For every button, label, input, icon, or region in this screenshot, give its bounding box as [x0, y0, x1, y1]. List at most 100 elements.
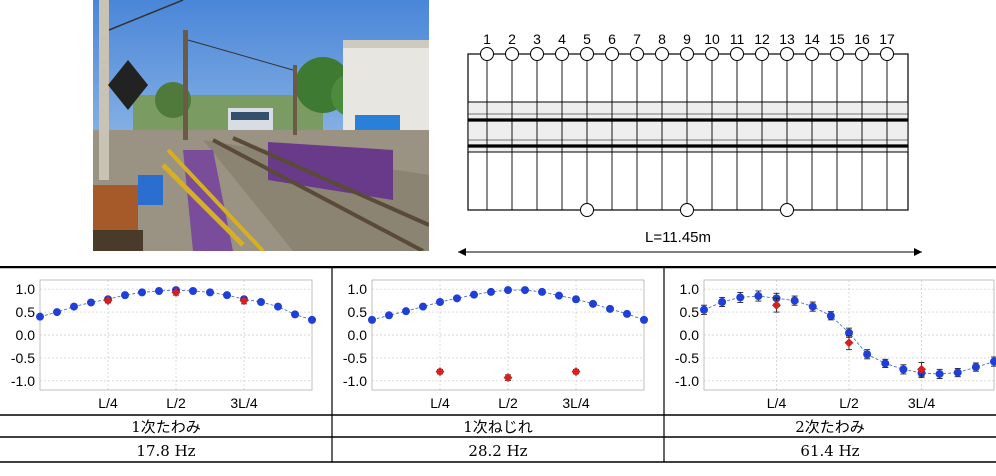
- mode-curve: [39, 289, 313, 321]
- x-tick-label: 3L/4: [230, 395, 257, 411]
- data-point-blue: [538, 287, 546, 296]
- x-tick-label: L/4: [430, 395, 450, 411]
- y-tick-label: -1.0: [11, 373, 35, 389]
- sensor-top-marker: [580, 47, 594, 61]
- sensor-top-label: 15: [829, 31, 845, 47]
- data-point-blue: [990, 357, 996, 366]
- mode-freq-1: 17.8 Hz: [136, 442, 195, 460]
- data-point-blue: [470, 290, 478, 299]
- sensor-top-label: 9: [683, 31, 691, 47]
- sensor-top-marker: [830, 47, 844, 61]
- span-arrow-left: [458, 248, 466, 256]
- data-point-blue: [790, 296, 799, 305]
- mode-freq-3: 61.4 Hz: [800, 442, 859, 460]
- track-band: [467, 101, 909, 153]
- data-point-blue: [754, 292, 763, 301]
- x-tick-label: 3L/4: [908, 395, 935, 411]
- data-point-blue: [274, 302, 282, 311]
- data-point-red: [171, 287, 181, 297]
- data-point-blue: [935, 369, 944, 378]
- data-point-red: [103, 296, 113, 306]
- sensor-top-label: 7: [633, 31, 641, 47]
- mode-name-1: 1次たわみ: [131, 418, 201, 436]
- data-point-blue: [368, 315, 376, 324]
- sensor-top-marker: [755, 47, 769, 61]
- data-point-blue: [453, 294, 461, 303]
- data-point-blue: [623, 309, 631, 318]
- data-point-blue: [138, 288, 146, 297]
- y-tick-label: -1.0: [343, 373, 367, 389]
- data-point-blue: [953, 368, 962, 377]
- data-point-blue: [436, 298, 444, 306]
- x-tick-label: 3L/4: [562, 395, 589, 411]
- data-point-red: [772, 300, 781, 310]
- data-point-blue: [206, 288, 214, 297]
- data-point-red: [435, 367, 445, 377]
- sensor-top-marker: [505, 47, 519, 61]
- data-point-blue: [845, 328, 853, 337]
- x-tick-label: L/2: [498, 395, 518, 411]
- data-point-blue: [899, 365, 908, 374]
- data-point-blue: [70, 302, 78, 311]
- data-point-blue: [640, 315, 648, 324]
- data-point-blue: [385, 311, 393, 320]
- sensor-top-marker: [655, 47, 669, 61]
- sensor-top-label: 12: [754, 31, 770, 47]
- sensor-bottom-marker: [680, 203, 694, 217]
- data-point-blue: [808, 302, 817, 311]
- mode-shape-table: 1.0 0.5 0.0 -0.5 -1.0 L/4 L/2 3L/4 1.0 0.5 0.0 -0.…: [0, 266, 996, 463]
- data-point-blue: [826, 311, 835, 320]
- mode-name-2: 1次ねじれ: [463, 418, 533, 436]
- data-point-blue: [718, 298, 727, 306]
- data-point-blue: [487, 287, 495, 296]
- span-label: L=11.45m: [645, 229, 711, 246]
- mode-chart-1: 1.0 0.5 0.0 -0.5 -1.0 L/4 L/2 3L/4: [11, 279, 316, 411]
- data-point-blue: [223, 291, 231, 300]
- sensor-top-marker: [780, 47, 794, 61]
- data-point-blue: [155, 287, 163, 295]
- mode-chart-2: 1.0 0.5 0.0 -0.5 -1.0 L/4 L/2 3L/4: [343, 279, 648, 411]
- sensor-top-marker: [730, 47, 744, 61]
- y-tick-label: 0.0: [680, 327, 700, 343]
- data-point-blue: [504, 286, 512, 295]
- y-tick-label: 0.5: [16, 304, 36, 320]
- sensor-top-marker: [680, 47, 694, 61]
- sensor-top-marker: [605, 47, 619, 61]
- data-point-blue: [589, 299, 597, 308]
- data-point-red: [917, 364, 926, 374]
- mode-chart-3: 1.0 0.5 0.0 -0.5 -1.0 L/4 L/2 3L/4: [675, 279, 996, 411]
- data-point-blue: [572, 295, 580, 304]
- data-point-blue: [257, 298, 265, 306]
- sensor-top-marker: [855, 47, 869, 61]
- data-point-red: [503, 373, 513, 383]
- y-tick-label: -1.0: [675, 373, 699, 389]
- y-tick-label: 0.0: [16, 327, 36, 343]
- data-point-red: [571, 367, 581, 377]
- mode-name-3: 2次たわみ: [795, 418, 865, 436]
- data-point-blue: [736, 293, 745, 302]
- span-arrow-right: [914, 248, 922, 256]
- sensor-top-label: 5: [583, 31, 591, 47]
- sensor-top-label: 13: [779, 31, 795, 47]
- data-point-blue: [419, 302, 427, 311]
- data-point-blue: [555, 291, 563, 300]
- y-tick-label: 0.0: [348, 327, 368, 343]
- data-point-blue: [121, 291, 129, 300]
- x-tick-label: L/4: [767, 395, 787, 411]
- data-point-blue: [36, 312, 44, 321]
- sensor-bottom-marker: [580, 203, 594, 217]
- sensor-top-label: 11: [730, 31, 745, 47]
- sensor-top-label: 14: [804, 31, 820, 47]
- sensor-top-label: 3: [533, 31, 541, 47]
- sensor-top-label: 16: [854, 31, 870, 47]
- x-tick-label: L/4: [98, 395, 118, 411]
- data-point-blue: [700, 305, 708, 314]
- x-tick-label: L/2: [166, 395, 186, 411]
- sensor-top-label: 2: [508, 31, 516, 47]
- data-point-blue: [971, 363, 980, 372]
- sensor-top-marker: [530, 47, 544, 61]
- mode-freq-2: 28.2 Hz: [468, 442, 527, 460]
- y-tick-label: 0.5: [680, 304, 700, 320]
- data-point-blue: [308, 315, 316, 324]
- data-point-blue: [863, 350, 872, 359]
